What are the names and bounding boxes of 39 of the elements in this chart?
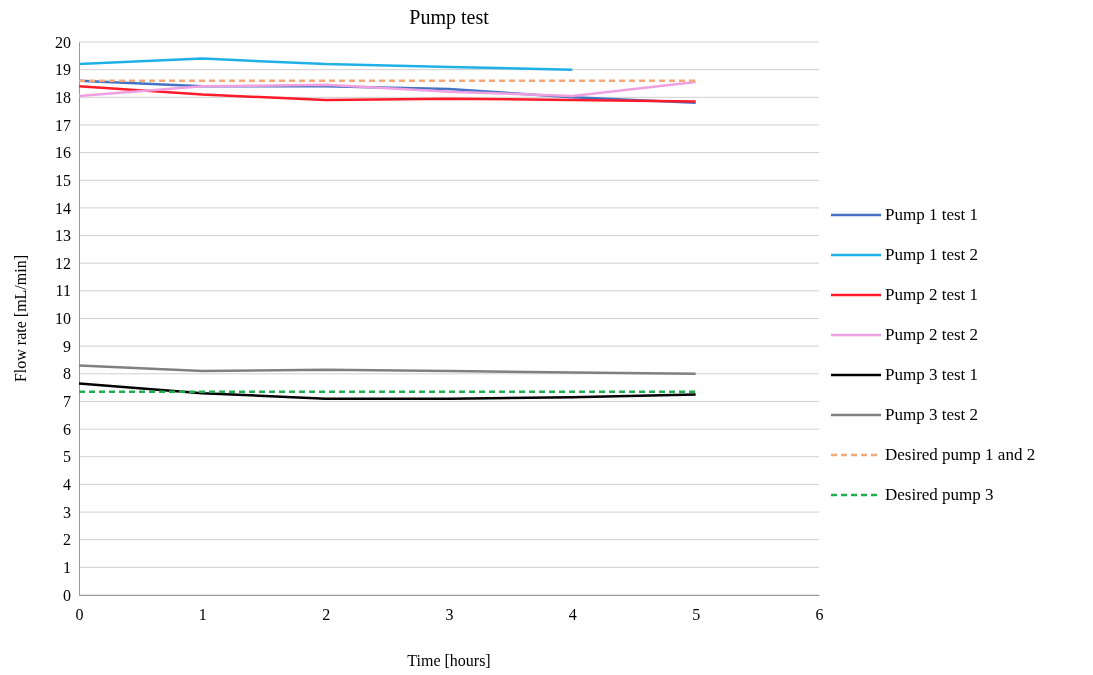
x-tick-label: 3 [445,606,454,624]
y-tick-label: 2 [63,531,71,549]
y-tick-label: 0 [63,586,71,604]
y-tick-label: 13 [55,227,71,245]
y-tick-label: 1 [63,558,71,576]
y-tick-label: 10 [55,310,71,328]
x-tick-label: 6 [815,606,824,624]
y-tick-label: 9 [63,337,71,355]
y-tick-label: 7 [63,393,71,411]
legend-label: Pump 1 test 1 [885,205,979,224]
legend-label: Pump 3 test 2 [885,405,979,424]
x-tick-label: 5 [692,606,701,624]
y-tick-label: 15 [55,171,71,189]
legend-label: Pump 2 test 2 [885,325,979,344]
legend-label: Desired pump 1 and 2 [885,445,1036,464]
y-tick-label: 18 [55,88,71,106]
y-tick-label: 19 [55,61,71,79]
y-tick-label: 12 [55,254,71,272]
x-tick-label: 1 [198,606,207,624]
y-tick-label: 5 [63,448,71,466]
y-tick-label: 6 [63,420,71,438]
y-tick-label: 20 [55,33,71,51]
y-tick-label: 8 [63,365,71,383]
y-tick-label: 14 [55,199,71,217]
legend-label: Pump 1 test 2 [885,245,979,264]
y-tick-label: 3 [63,503,71,521]
chart-title: Pump test [409,6,490,29]
x-tick-label: 4 [568,606,577,624]
x-axis-title: Time [hours] [407,652,491,669]
y-tick-label: 11 [55,282,71,300]
legend-label: Pump 3 test 1 [885,365,979,384]
y-tick-label: 16 [55,144,71,162]
x-tick-label: 2 [322,606,331,624]
y-tick-label: 17 [55,116,71,134]
legend-label: Desired pump 3 [885,485,994,504]
x-tick-label: 0 [75,606,84,624]
y-axis-title: Flow rate [mL/min] [12,254,29,383]
legend-label: Pump 2 test 1 [885,285,979,304]
y-tick-label: 4 [63,476,71,494]
